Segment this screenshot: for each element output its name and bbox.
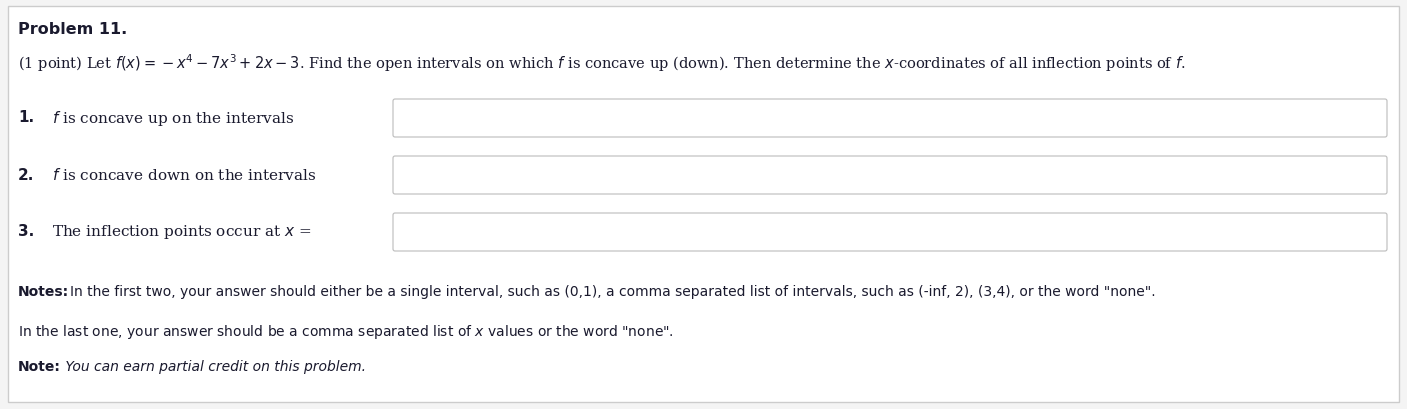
Text: 3.: 3. xyxy=(18,225,34,240)
Text: In the first two, your answer should either be a single interval, such as (0,1),: In the first two, your answer should eit… xyxy=(70,285,1155,299)
FancyBboxPatch shape xyxy=(393,213,1387,251)
Text: (1 point) Let $f(x) = -x^4 - 7x^3 + 2x - 3$. Find the open intervals on which $f: (1 point) Let $f(x) = -x^4 - 7x^3 + 2x -… xyxy=(18,52,1186,74)
Text: You can earn partial credit on this problem.: You can earn partial credit on this prob… xyxy=(61,360,366,374)
Text: Problem 11.: Problem 11. xyxy=(18,22,127,37)
FancyBboxPatch shape xyxy=(8,6,1399,402)
Text: 2.: 2. xyxy=(18,168,34,182)
Text: $f$ is concave up on the intervals: $f$ is concave up on the intervals xyxy=(52,108,294,128)
Text: In the last one, your answer should be a comma separated list of $x$ values or t: In the last one, your answer should be a… xyxy=(18,323,674,341)
FancyBboxPatch shape xyxy=(393,156,1387,194)
FancyBboxPatch shape xyxy=(393,99,1387,137)
Text: Notes:: Notes: xyxy=(18,285,69,299)
Text: Note:: Note: xyxy=(18,360,61,374)
Text: 1.: 1. xyxy=(18,110,34,126)
Text: The inflection points occur at $x$ =: The inflection points occur at $x$ = xyxy=(52,223,311,241)
Text: $f$ is concave down on the intervals: $f$ is concave down on the intervals xyxy=(52,167,317,183)
